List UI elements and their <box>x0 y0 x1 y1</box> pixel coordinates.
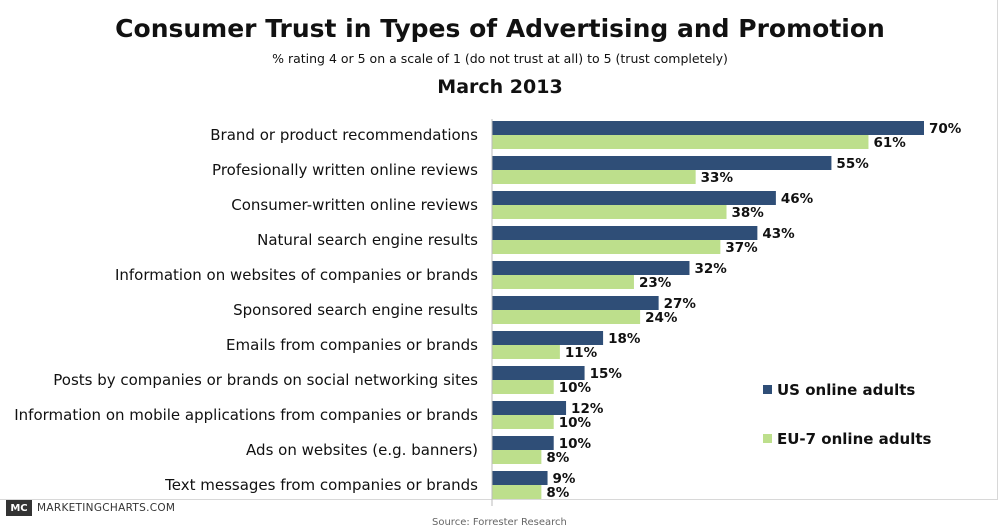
value-label-eu: 10% <box>559 380 592 396</box>
legend-label-us: US online adults <box>777 381 915 399</box>
chart-subtitle: % rating 4 or 5 on a scale of 1 (do not … <box>272 51 728 66</box>
value-label-eu: 23% <box>639 275 672 291</box>
legend-swatch-eu <box>763 434 772 443</box>
bar-eu <box>492 485 542 499</box>
bar-eu <box>492 170 696 184</box>
source-note: Source: Forrester Research <box>432 517 567 528</box>
category-label: Brand or product recommendations <box>210 126 478 144</box>
bar-eu <box>492 275 634 289</box>
value-label-us: 10% <box>559 436 592 452</box>
value-label-us: 27% <box>664 296 697 312</box>
category-label: Information on websites of companies or … <box>115 266 478 284</box>
value-label-us: 12% <box>571 401 604 417</box>
value-label-us: 43% <box>762 226 795 242</box>
logo-text: MARKETINGCHARTS.COM <box>37 502 176 514</box>
chart-frame <box>0 0 998 500</box>
bar-eu <box>492 415 554 429</box>
legend-label-eu: EU-7 online adults <box>777 430 932 448</box>
chart-title: Consumer Trust in Types of Advertising a… <box>115 14 885 43</box>
value-label-us: 18% <box>608 331 641 347</box>
bar-eu <box>492 345 560 359</box>
value-label-us: 55% <box>836 156 869 172</box>
category-label: Text messages from companies or brands <box>164 476 478 494</box>
value-label-us: 9% <box>553 471 576 487</box>
bar-eu <box>492 240 721 254</box>
chart-date: March 2013 <box>437 76 563 98</box>
category-label: Natural search engine results <box>257 231 478 249</box>
category-label: Consumer-written online reviews <box>231 196 478 214</box>
bar-us <box>492 366 585 380</box>
bar-us <box>492 121 924 135</box>
value-label-eu: 33% <box>701 170 734 186</box>
value-label-us: 15% <box>590 366 623 382</box>
category-label: Profesionally written online reviews <box>212 161 478 179</box>
category-label: Information on mobile applications from … <box>14 406 478 424</box>
bar-us <box>492 156 832 170</box>
value-label-us: 32% <box>694 261 727 277</box>
value-label-eu: 8% <box>546 450 569 466</box>
bar-us <box>492 226 758 240</box>
bar-us <box>492 436 554 450</box>
bar-us <box>492 191 776 205</box>
marketingcharts-logo: MC MARKETINGCHARTS.COM <box>6 498 175 518</box>
value-label-eu: 8% <box>546 485 569 501</box>
category-label: Ads on websites (e.g. banners) <box>246 441 478 459</box>
bar-us <box>492 331 604 345</box>
value-label-eu: 37% <box>725 240 758 256</box>
value-label-eu: 61% <box>873 135 906 151</box>
logo-mark: MC <box>6 500 32 516</box>
category-label: Posts by companies or brands on social n… <box>53 371 478 389</box>
value-label-us: 46% <box>781 191 814 207</box>
value-label-eu: 11% <box>565 345 598 361</box>
value-label-eu: 10% <box>559 415 592 431</box>
category-label: Emails from companies or brands <box>226 336 478 354</box>
legend-swatch-us <box>763 385 772 394</box>
bar-us <box>492 261 690 275</box>
bar-eu <box>492 310 641 324</box>
bar-us <box>492 401 567 415</box>
value-label-eu: 24% <box>645 310 678 326</box>
bar-eu <box>492 380 554 394</box>
bar-us <box>492 296 659 310</box>
value-label-eu: 38% <box>732 205 765 221</box>
category-label: Sponsored search engine results <box>233 301 478 319</box>
value-label-us: 70% <box>929 121 962 137</box>
bar-eu <box>492 205 727 219</box>
bar-eu <box>492 450 542 464</box>
bar-us <box>492 471 548 485</box>
bar-eu <box>492 135 869 149</box>
